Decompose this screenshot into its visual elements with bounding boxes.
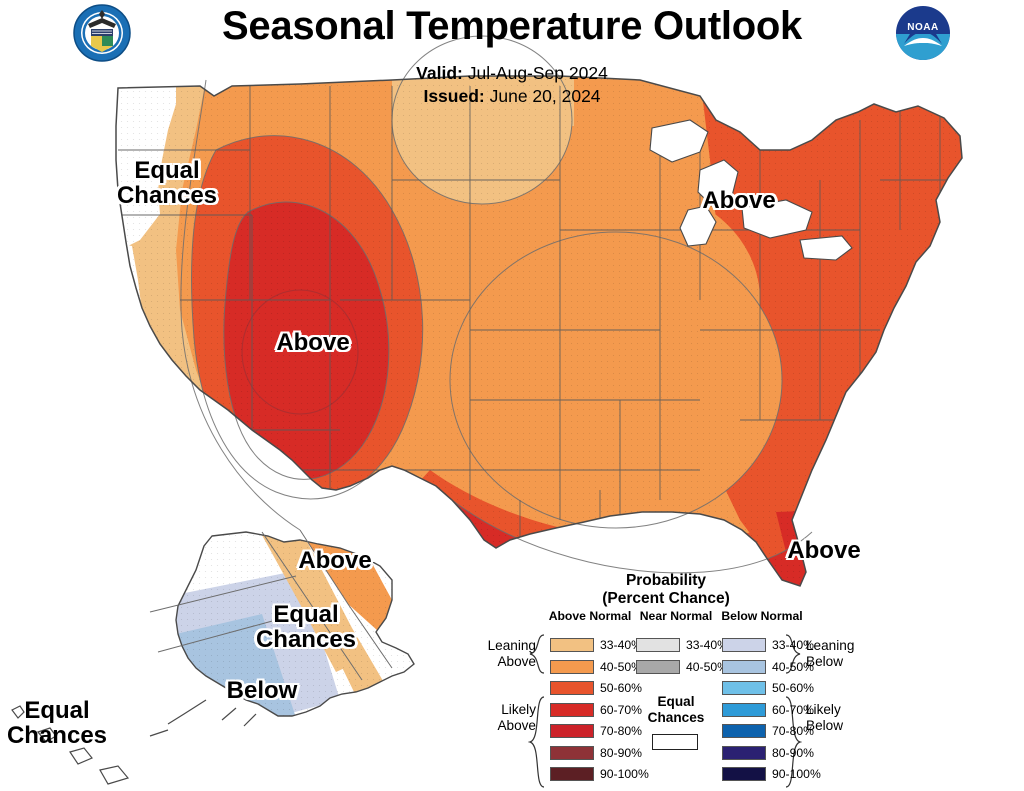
page-title: Seasonal Temperature Outlook [222, 4, 802, 48]
near-normal-swatch-40-50 [636, 659, 680, 674]
map-label-florida: Above [787, 537, 861, 564]
above-normal-swatch-90-100 [550, 767, 594, 781]
legend-equal-chances-swatch [652, 734, 698, 750]
below-normal-label-33-40: 33-40% [772, 638, 815, 652]
leaning-below-brace [785, 634, 801, 674]
issued-label: Issued: [423, 86, 485, 106]
legend-title-line1: Probability [625, 572, 707, 589]
legend-leaning-below-label: Leaning Below [806, 638, 855, 669]
above-normal-swatch-50-60 [550, 681, 594, 695]
below-normal-label-80-90: 80-90% [772, 745, 815, 760]
legend-title: Probability (Percent Chance) [546, 572, 786, 607]
map-label-alaska-below: Below [226, 677, 298, 704]
above-normal-swatch-70-80 [550, 724, 594, 738]
legend-title-line2: (Percent Chance) [602, 589, 730, 607]
valid-label: Valid: [416, 63, 463, 83]
above-normal-swatch-60-70 [550, 702, 594, 717]
map-label-southwest-core: Above [276, 329, 350, 356]
above-normal-swatch-80-90 [550, 745, 594, 760]
map-label-hawaii-equal: Equal Chances [6, 697, 108, 749]
legend-column-below-normal: Below Normal [721, 609, 803, 623]
below-normal-swatch-40-50 [722, 659, 766, 674]
legend-equal-chances-label: Equal Chances [647, 694, 705, 725]
outlook-metadata: Valid: Jul-Aug-Sep 2024 Issued: June 20,… [0, 62, 1024, 108]
below-normal-label-50-60: 50-60% [772, 681, 815, 695]
above-normal-label-33-40: 33-40% [600, 638, 643, 652]
above-normal-swatch-33-40 [550, 638, 594, 652]
below-normal-label-60-70: 60-70% [772, 702, 815, 717]
map-label-alaska-equal: Equal Chances [255, 601, 357, 653]
above-normal-label-40-50: 40-50% [600, 659, 643, 674]
great-lakes [649, 119, 853, 261]
below-normal-swatch-80-90 [722, 745, 766, 760]
above-normal-label-60-70: 60-70% [600, 702, 643, 717]
near-normal-label-40-50: 40-50% [686, 659, 729, 674]
conus-contours [180, 35, 813, 574]
hawaii-inset [11, 705, 130, 785]
legend-likely-above-label: Likely Above [497, 702, 536, 733]
valid-value: Jul-Aug-Sep 2024 [467, 63, 608, 83]
conus-outline [115, 75, 963, 587]
near-normal-label-33-40: 33-40% [686, 638, 729, 652]
above-normal-label-50-60: 50-60% [600, 681, 643, 695]
above-normal-label-90-100: 90-100% [600, 767, 649, 781]
likely-above-brace [528, 696, 545, 788]
below-normal-swatch-60-70 [722, 702, 766, 717]
above-normal-label-70-80: 70-80% [600, 724, 643, 738]
map-label-alaska-above: Above [298, 547, 372, 574]
map-label-pacific-northwest: Equal Chances [116, 157, 218, 209]
below-normal-swatch-33-40 [722, 638, 766, 652]
legend-likely-below-label: Likely Below [806, 702, 844, 733]
department-of-commerce-seal [73, 4, 131, 62]
likely-below-brace [785, 696, 802, 788]
above-normal-swatch-40-50 [550, 659, 594, 674]
noaa-logo: NOAA [896, 6, 950, 64]
below-normal-label-90-100: 90-100% [772, 767, 821, 781]
legend-column-near-normal: Near Normal [639, 609, 713, 623]
legend-column-above-normal: Above Normal [548, 609, 632, 623]
near-normal-swatch-33-40 [636, 638, 680, 652]
below-normal-label-40-50: 40-50% [772, 659, 815, 674]
svg-text:NOAA: NOAA [907, 22, 938, 33]
legend-leaning-above-label: Leaning Above [487, 638, 536, 669]
above-normal-label-80-90: 80-90% [600, 745, 643, 760]
below-normal-swatch-50-60 [722, 681, 766, 695]
issued-value: June 20, 2024 [489, 86, 601, 106]
state-borders [118, 80, 960, 580]
below-normal-swatch-90-100 [722, 767, 766, 781]
probability-legend: Probability (Percent Chance) Above Norma… [462, 572, 868, 788]
below-normal-swatch-70-80 [722, 724, 766, 738]
below-normal-label-70-80: 70-80% [772, 724, 815, 738]
map-label-great-lakes: Above [702, 187, 776, 214]
leaning-above-brace [529, 634, 545, 674]
